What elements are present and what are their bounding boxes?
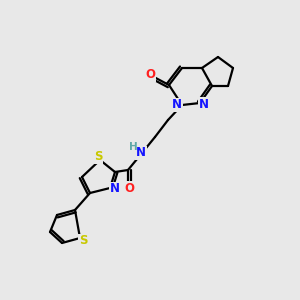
Text: N: N: [199, 98, 209, 110]
Text: O: O: [124, 182, 134, 194]
Text: N: N: [110, 182, 120, 196]
Text: S: S: [79, 235, 87, 248]
Text: N: N: [172, 98, 182, 112]
Text: O: O: [145, 68, 155, 82]
Text: S: S: [94, 151, 102, 164]
Text: H: H: [129, 142, 137, 152]
Text: N: N: [136, 146, 146, 160]
